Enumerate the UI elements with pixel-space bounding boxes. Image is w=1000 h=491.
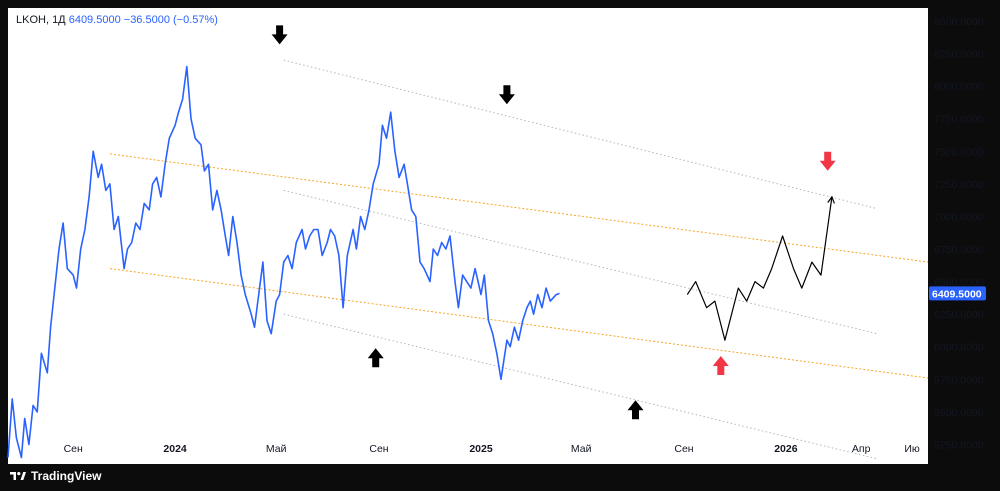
black-down-arrow-icon-0[interactable] <box>271 25 288 45</box>
y-tick-label-6: 6750.0000 <box>934 244 984 256</box>
orange-channel-line-0[interactable] <box>109 153 929 263</box>
y-tick-label-2: 5750.0000 <box>934 374 984 386</box>
black-down-arrow-icon-2[interactable] <box>498 85 515 105</box>
y-tick-label-4: 6250.0000 <box>934 309 984 321</box>
y-tick-label-1: 5500.0000 <box>934 407 984 419</box>
x-tick-label-3: Сен <box>369 443 388 455</box>
symbol-header: LKOH, 1Д 6409.5000 −36.5000 (−0.57%) <box>16 14 218 26</box>
y-tick-label-3: 6000.0000 <box>934 342 984 354</box>
forecast-series <box>686 195 835 341</box>
last-price-marker: 6409.5000 <box>929 286 986 301</box>
y-tick-label-5: 6500.0000 <box>934 277 984 289</box>
last-price: 6409.5000 <box>68 14 121 26</box>
price-change: −36.5000 (−0.57%) <box>123 14 218 26</box>
y-tick-label-11: 8000.0000 <box>934 81 984 93</box>
x-tick-label-7: 2026 <box>774 443 798 455</box>
x-axis: Сен 2024 Май Сен 2025 Май Сен 2026 Апр Ию <box>64 443 920 455</box>
x-tick-label-2: Май <box>266 443 287 455</box>
price-line-0[interactable] <box>7 65 560 459</box>
x-tick-label-9: Ию <box>904 443 920 455</box>
x-tick-label-4: 2025 <box>469 443 493 455</box>
y-tick-label-13: 8500.0000 <box>934 16 984 28</box>
orange-channel-line-1[interactable] <box>109 268 929 379</box>
tradingview-icon <box>10 472 26 480</box>
gray-channel-line-3[interactable] <box>283 189 878 335</box>
price-series <box>7 65 560 459</box>
black-up-arrow-icon-1[interactable] <box>367 348 384 368</box>
tradingview-brand: TradingView <box>31 469 102 483</box>
forecast-line[interactable] <box>686 196 833 341</box>
red-up-arrow-icon-4[interactable] <box>712 356 729 375</box>
tradingview-logo[interactable]: TradingView <box>10 469 101 483</box>
gray-channel-line-4[interactable] <box>283 313 878 460</box>
last-price-label-bg <box>929 286 986 301</box>
plot-area <box>8 8 928 464</box>
red-down-arrow-icon-5[interactable] <box>819 151 836 171</box>
y-tick-label-12: 8250.0000 <box>934 49 984 61</box>
y-tick-label-7: 7000.0000 <box>934 212 984 224</box>
y-axis: 5250.0000 5500.0000 5750.0000 6000.0000 6250… <box>934 16 984 452</box>
x-tick-label-6: Сен <box>674 443 693 455</box>
symbol-name: LKOH, 1Д <box>16 14 66 26</box>
y-tick-label-8: 7250.0000 <box>934 179 984 191</box>
black-up-arrow-icon-3[interactable] <box>627 400 644 420</box>
y-tick-label-0: 5250.0000 <box>934 440 984 452</box>
x-tick-label-5: Май <box>571 443 592 455</box>
x-tick-label-1: 2024 <box>163 443 187 455</box>
y-tick-label-10: 7750.0000 <box>934 114 984 126</box>
last-price-label: 6409.5000 <box>932 288 982 300</box>
forecast-arrowhead <box>827 195 835 204</box>
x-tick-label-8: Апр <box>852 443 871 455</box>
x-tick-label-0: Сен <box>64 443 83 455</box>
y-tick-label-9: 7500.0000 <box>934 146 984 158</box>
signal-arrows <box>271 25 836 420</box>
channel-lines <box>109 59 929 460</box>
